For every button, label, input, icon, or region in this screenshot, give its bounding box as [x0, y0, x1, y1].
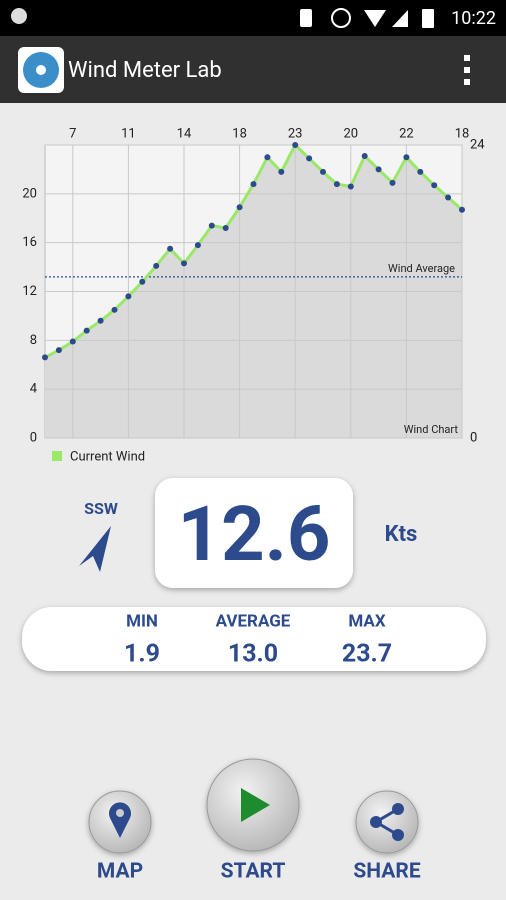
y-tick-label: 20: [22, 186, 37, 201]
battery-icon: [422, 9, 434, 28]
point: [459, 206, 465, 213]
alarm-icon: [331, 8, 351, 28]
point: [208, 222, 215, 229]
stats-card: [22, 607, 486, 671]
app-bar: [0, 36, 506, 103]
speed-card: [155, 478, 353, 588]
app-icon-hub: [36, 65, 46, 75]
x-tick-label: 14: [177, 126, 192, 141]
x-tick-label: 18: [232, 126, 247, 141]
point: [389, 179, 396, 186]
status-bar: [0, 0, 506, 36]
point: [153, 262, 160, 269]
y-tick-label: 8: [30, 333, 37, 348]
point: [445, 194, 452, 201]
wind-speed: 12.6: [178, 489, 331, 579]
stat-label: AVERAGE: [216, 611, 291, 631]
x-tick-label: 11: [121, 126, 136, 141]
x-tick-label: 7: [69, 126, 76, 141]
vibrate-icon: [300, 9, 312, 27]
overflow-menu[interactable]: [464, 55, 470, 85]
point: [361, 152, 368, 159]
x-tick-label: 22: [399, 126, 414, 141]
point: [417, 168, 424, 175]
point: [333, 181, 340, 188]
start-button[interactable]: [206, 758, 300, 852]
point: [83, 327, 90, 334]
legend-swatch: [52, 451, 62, 461]
y2-tick-label: 24: [470, 137, 485, 152]
point: [167, 245, 174, 252]
y-tick-label: 0: [30, 430, 37, 445]
stat-label: MIN: [126, 611, 158, 631]
map-button[interactable]: [88, 790, 152, 854]
share-button[interactable]: [355, 790, 419, 854]
stat-value: 23.7: [342, 640, 392, 669]
button-label: SHARE: [353, 860, 421, 884]
stat-value: 1.9: [124, 640, 160, 669]
chart-annotation: Wind Chart: [404, 423, 459, 436]
signal-icon: [392, 10, 408, 27]
button-label: START: [221, 860, 286, 884]
clock: 10:22: [451, 8, 496, 29]
point: [306, 155, 313, 162]
y-tick-label: 16: [22, 235, 37, 250]
point: [375, 166, 382, 173]
point: [431, 182, 438, 189]
x-tick-label: 18: [455, 126, 470, 141]
y2-tick-label: 0: [470, 430, 477, 445]
stat-label: MAX: [348, 611, 385, 631]
speed-unit: Kts: [385, 522, 418, 547]
point: [264, 154, 271, 161]
chart: 0 4 8 12 16 20 0 24 7 11 14 18 23 20 22 18 Wind Average W…: [22, 126, 485, 464]
button-label: MAP: [97, 860, 143, 884]
point: [403, 154, 410, 161]
point: [278, 168, 285, 175]
point: [111, 306, 118, 313]
point: [139, 278, 146, 285]
point: [97, 317, 104, 324]
point: [320, 168, 326, 175]
reference-label: Wind Average: [388, 262, 455, 275]
point: [292, 142, 299, 148]
wifi-icon: [364, 10, 386, 27]
legend-label: Current Wind: [70, 449, 145, 464]
point: [194, 242, 201, 249]
point: [347, 183, 354, 190]
x-tick-label: 20: [343, 126, 358, 141]
point: [69, 338, 76, 345]
point: [250, 181, 257, 188]
point: [236, 204, 243, 211]
wind-direction: SSW: [84, 499, 118, 518]
status-icon: [11, 8, 27, 24]
y-tick-label: 12: [22, 284, 37, 299]
app-title: Wind Meter Lab: [68, 58, 222, 83]
point: [55, 347, 62, 354]
point: [181, 260, 187, 267]
y-tick-label: 4: [30, 382, 38, 397]
point: [42, 354, 48, 361]
point: [222, 225, 229, 232]
point: [125, 293, 132, 300]
stat-value: 13.0: [228, 640, 278, 669]
direction-arrow: [79, 526, 111, 572]
x-tick-label: 23: [288, 126, 303, 141]
